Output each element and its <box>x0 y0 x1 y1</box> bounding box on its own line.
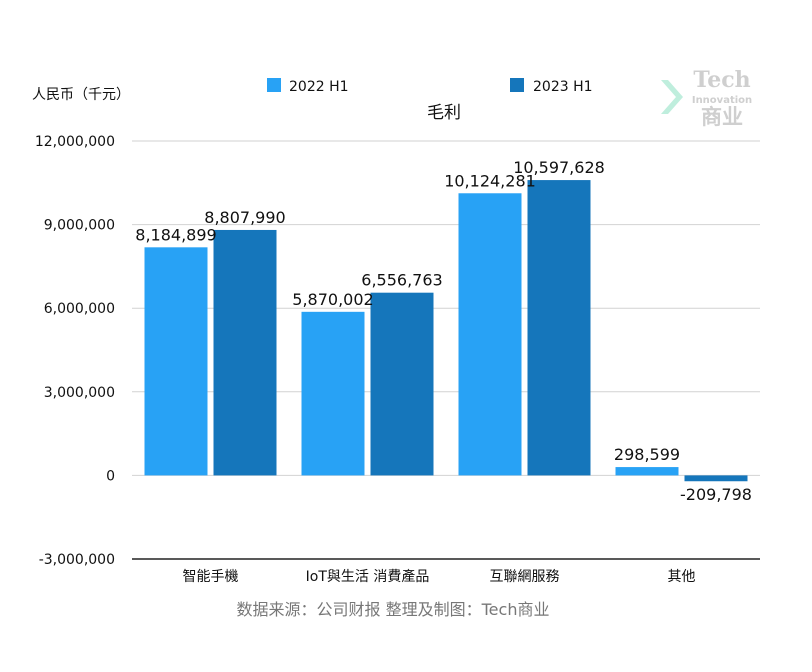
watermark-line1: Tech <box>693 67 750 93</box>
legend-label-2022: 2022 H1 <box>289 79 349 95</box>
watermark-line2: Innovation <box>692 95 752 106</box>
x-category-label: 智能手機 <box>183 569 239 585</box>
y-axis-unit-label: 人民币（千元） <box>32 87 130 103</box>
legend: 2022 H1 2023 H1 <box>267 78 593 95</box>
legend-swatch-2023 <box>510 78 524 92</box>
legend-swatch-2022 <box>267 78 281 92</box>
data-label: -209,798 <box>680 485 752 504</box>
bar-2023h1-3 <box>684 475 748 482</box>
source-note: 数据来源：公司财报 整理及制图：Tech商业 <box>237 600 550 619</box>
bar-2022h1-2 <box>458 193 522 476</box>
data-label: 10,597,628 <box>513 158 605 177</box>
watermark-line3: 商业 <box>701 104 743 129</box>
watermark-logo: Tech Innovation 商业 <box>661 67 752 129</box>
watermark-chevron-icon <box>661 80 683 114</box>
x-category-label: 其他 <box>668 569 696 585</box>
data-label: 8,807,990 <box>204 208 285 227</box>
data-label: 6,556,763 <box>361 271 442 290</box>
bar-2023h1-1 <box>370 292 434 476</box>
y-axis-ticks: 12,000,000 9,000,000 6,000,000 3,000,000 0 -3… <box>35 134 115 568</box>
bar-2023h1-0 <box>213 229 277 476</box>
bar-2023h1-2 <box>527 180 591 476</box>
bars <box>144 180 748 482</box>
y-tick-label: 0 <box>106 468 115 484</box>
y-tick-label: 12,000,000 <box>35 134 115 150</box>
data-label: 5,870,002 <box>292 290 373 309</box>
x-axis-category-labels: 智能手機 IoT與生活 消費產品 互聯網服務 其他 <box>183 568 696 585</box>
bar-2022h1-1 <box>301 311 365 476</box>
data-label: 10,124,281 <box>444 171 536 190</box>
data-label: 298,599 <box>614 445 680 464</box>
y-tick-label: 9,000,000 <box>44 218 115 234</box>
x-category-label: 互聯網服務 <box>490 569 560 585</box>
legend-label-2023: 2023 H1 <box>533 79 593 95</box>
y-tick-label: 3,000,000 <box>44 385 115 401</box>
data-label: 8,184,899 <box>135 225 216 244</box>
chart-title: 毛利 <box>427 103 461 123</box>
bar-2022h1-0 <box>144 247 208 476</box>
x-category-label: IoT與生活 消費產品 <box>306 568 430 585</box>
bar-2022h1-3 <box>615 467 679 476</box>
y-tick-label: 6,000,000 <box>44 301 115 317</box>
y-tick-label: -3,000,000 <box>39 552 115 568</box>
